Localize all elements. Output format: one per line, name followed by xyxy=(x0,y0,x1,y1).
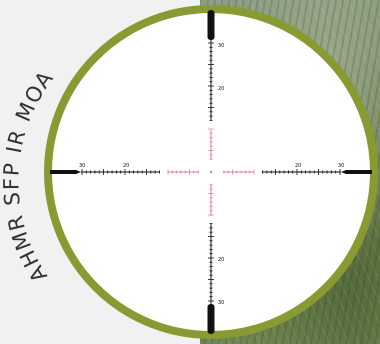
center-dot xyxy=(209,170,213,174)
mark-left-30: 30 xyxy=(79,163,85,169)
scope-ring xyxy=(44,5,378,339)
reticle-ticks xyxy=(81,42,341,302)
center-ticks xyxy=(167,128,255,216)
post-right xyxy=(341,170,372,174)
mark-right-30: 30 xyxy=(338,163,344,169)
mark-bottom-30: 30 xyxy=(218,300,224,306)
mark-bottom-20: 20 xyxy=(218,257,224,263)
post-top xyxy=(207,10,215,40)
post-left xyxy=(50,170,81,174)
mark-top-30: 30 xyxy=(218,43,224,49)
post-bottom xyxy=(207,304,215,334)
mark-right-20: 20 xyxy=(295,163,301,169)
mark-top-20: 20 xyxy=(218,86,224,92)
mark-left-20: 20 xyxy=(123,163,129,169)
